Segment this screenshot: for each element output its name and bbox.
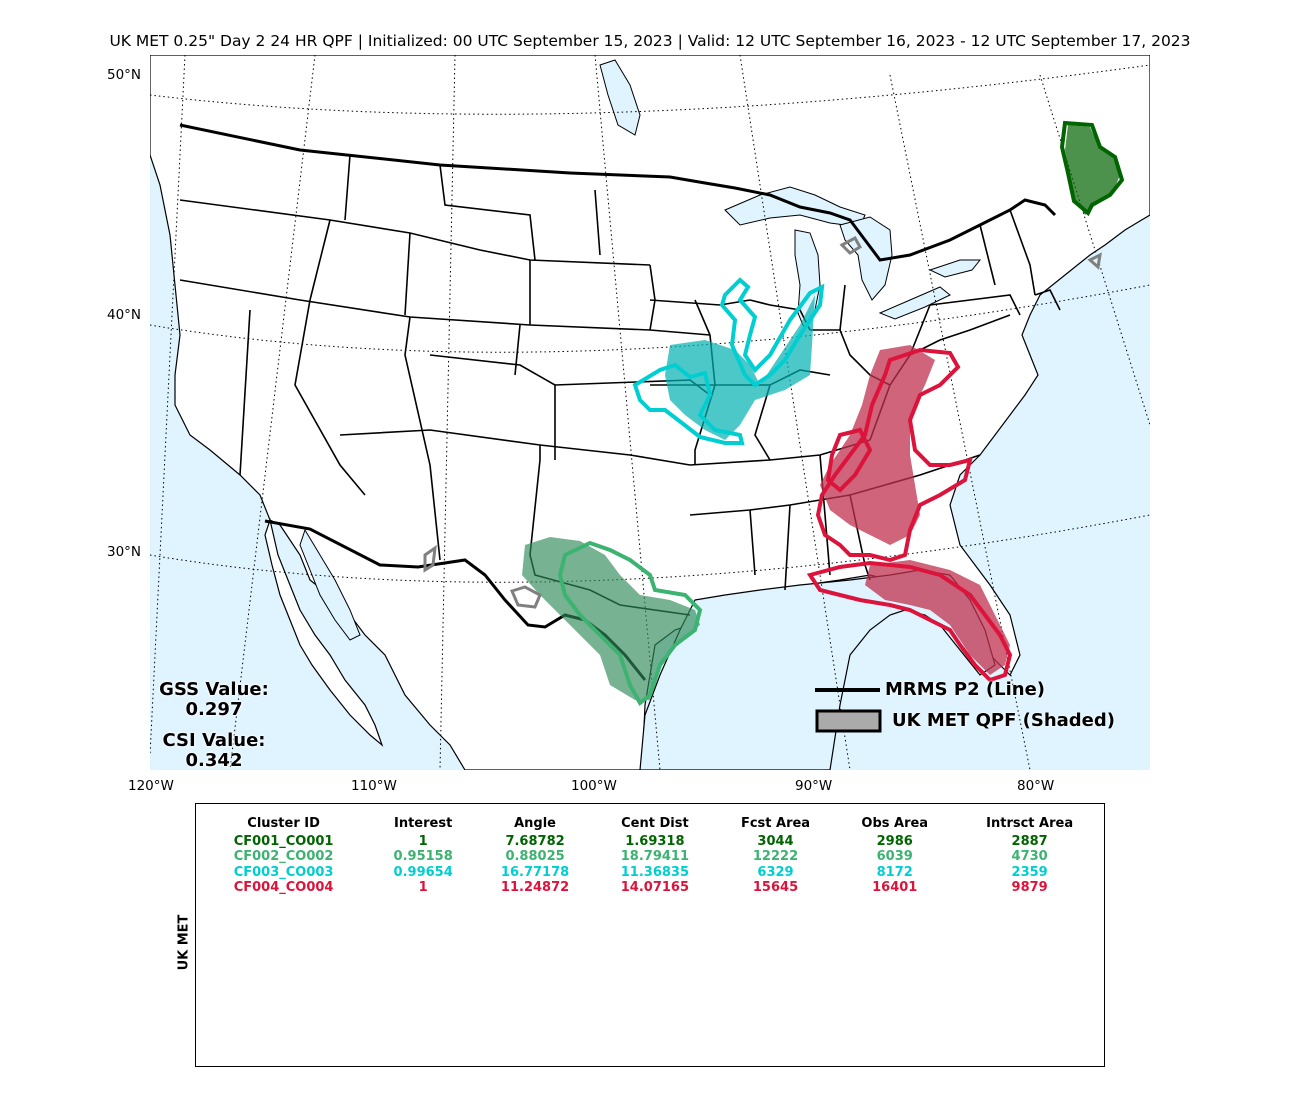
cell-cluster-id: CF002_CO002 (233, 849, 334, 864)
cell-obs-area: 6039 (876, 849, 913, 864)
cell-interest: 1 (418, 880, 428, 895)
table-side-label: UK MET (176, 914, 192, 971)
cell-interest: 1 (418, 833, 428, 849)
cell-angle: 0.88025 (505, 849, 565, 864)
header-interest: Interest (394, 816, 453, 831)
cell-cluster-id: CF004_CO004 (233, 880, 334, 895)
lon-label-120: 120°W (128, 778, 174, 794)
gulf-of-california (299, 528, 361, 641)
cell-fcst-area: 15645 (752, 880, 799, 895)
cell-interest: 0.99654 (393, 864, 453, 880)
table-body: CF001_CO001 1 7.68782 1.69318 3044 2986 … (196, 834, 1106, 896)
lon-label-110: 110°W (351, 778, 397, 794)
legend-line-label: MRMS P2 (Line) (885, 679, 1046, 700)
cell-cluster-id: CF003_CO003 (233, 864, 334, 880)
cell-obs-area: 8172 (876, 864, 913, 880)
cell-cent-dist: 18.79411 (620, 849, 690, 864)
cell-intrsct-area: 2359 (1011, 864, 1048, 880)
gss-value: 0.297 (185, 699, 243, 720)
csi-value: 0.342 (185, 750, 243, 771)
cell-cent-dist: 11.36835 (620, 864, 690, 880)
header-cluster-id: Cluster ID (247, 816, 320, 831)
cf004-observed-line-3 (825, 427, 873, 493)
qpf-map (150, 55, 1150, 770)
cell-angle: 7.68782 (505, 833, 565, 849)
lat-label-30: 30°N (107, 544, 142, 560)
table-row: CF002_CO002 0.95158 0.88025 18.79411 122… (196, 849, 1106, 865)
lat-label-40: 40°N (107, 307, 142, 323)
cf002-forecast-shade (522, 537, 700, 700)
cell-cent-dist: 14.07165 (620, 880, 690, 895)
cf003-observed-line (632, 362, 745, 445)
cluster-cf001 (1059, 120, 1125, 217)
lon-label-100: 100°W (571, 778, 617, 794)
cell-cluster-id: CF001_CO001 (233, 833, 334, 849)
state-lines (179, 154, 1061, 616)
map-canvas (150, 55, 1150, 770)
lon-label-90: 90°W (795, 778, 833, 794)
header-fcst-area: Fcst Area (740, 816, 811, 831)
table-row: CF003_CO003 0.99654 16.77178 11.36835 63… (196, 865, 1106, 881)
cell-angle: 16.77178 (500, 864, 570, 880)
cell-fcst-area: 6329 (757, 864, 794, 880)
legend-shaded-swatch (815, 709, 882, 733)
cell-obs-area: 16401 (872, 880, 918, 895)
cell-angle: 11.24872 (500, 880, 570, 895)
header-angle: Angle (514, 816, 557, 831)
header-intrsct-area: Intrsct Area (986, 816, 1074, 831)
lon-label-80: 80°W (1017, 778, 1055, 794)
cell-intrsct-area: 2887 (1011, 833, 1048, 849)
cluster-cf004 (806, 345, 1013, 683)
cell-intrsct-area: 9879 (1011, 880, 1048, 895)
table-header-row: Cluster ID Interest Angle Cent Dist Fcst… (196, 816, 1106, 834)
csi-label: CSI Value: (162, 730, 266, 751)
cell-cent-dist: 1.69318 (625, 833, 685, 849)
cf004-forecast-shade-2 (865, 560, 1010, 675)
cell-fcst-area: 3044 (757, 833, 794, 849)
cf004-observed-line (815, 347, 973, 563)
cf001-forecast-shade (1065, 125, 1120, 215)
cluster-cf003 (632, 277, 825, 445)
cf004-observed-line-2 (806, 560, 1013, 683)
cell-interest: 0.95158 (393, 849, 453, 864)
table-row: CF001_CO001 1 7.68782 1.69318 3044 2986 … (196, 834, 1106, 850)
header-cent-dist: Cent Dist (621, 816, 689, 831)
map-title: UK MET 0.25" Day 2 24 HR QPF | Initializ… (109, 32, 1191, 50)
unmatched-objects (423, 235, 1102, 609)
stats-table: Cluster ID Interest Angle Cent Dist Fcst… (196, 816, 1106, 896)
cf003-observed-line-2 (719, 277, 825, 388)
cf004-forecast-shade (820, 345, 935, 545)
table-row: CF004_CO004 1 11.24872 14.07165 15645 16… (196, 880, 1106, 896)
legend-shaded-label: UK MET QPF (Shaded) (892, 710, 1115, 731)
cf001-observed-line (1059, 120, 1125, 217)
cell-fcst-area: 12222 (752, 849, 799, 864)
cf002-observed-line (557, 540, 703, 707)
header-obs-area: Obs Area (861, 816, 929, 831)
stats-table-box: Cluster ID Interest Angle Cent Dist Fcst… (195, 803, 1105, 1067)
hudson-bay-area (599, 59, 641, 136)
lat-label-50: 50°N (107, 67, 142, 83)
lake-erie (878, 286, 951, 320)
lake-ontario (928, 259, 982, 278)
gulf-of-mexico (639, 569, 996, 770)
baja-peninsula (264, 517, 384, 747)
cell-intrsct-area: 4730 (1011, 849, 1048, 864)
gss-label: GSS Value: (159, 679, 269, 700)
cluster-cf002 (522, 537, 703, 707)
cell-obs-area: 2986 (876, 833, 913, 849)
